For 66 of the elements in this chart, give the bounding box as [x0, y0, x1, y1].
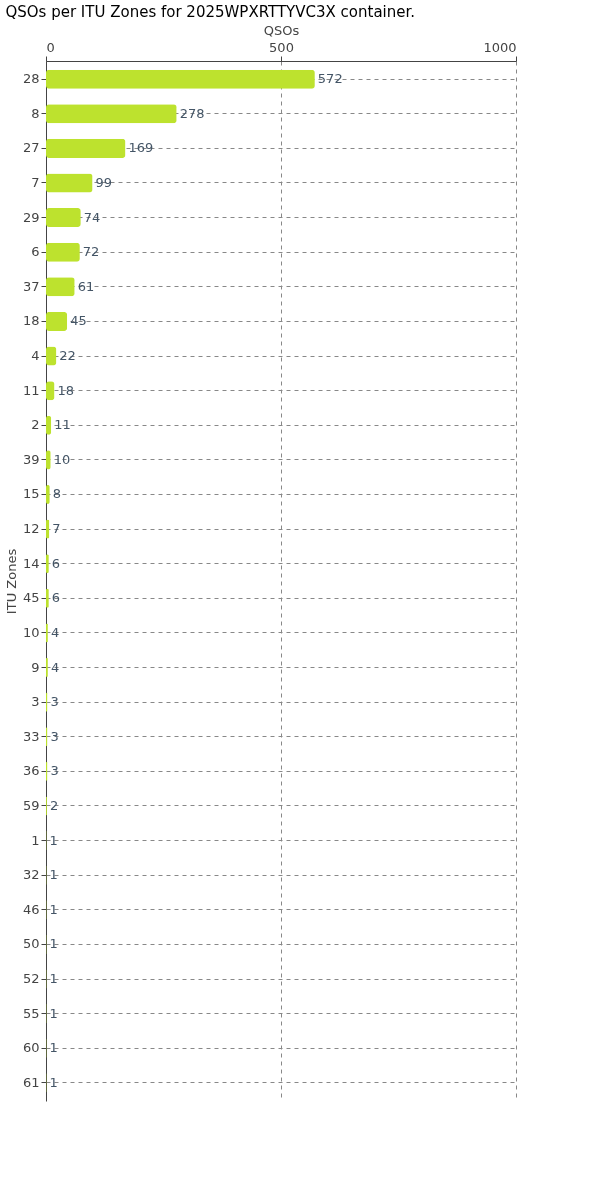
x-tick-label: 500 — [269, 39, 294, 55]
data-label: 3 — [50, 763, 59, 779]
y-tick-label: 27 — [22, 140, 40, 156]
data-label: 1 — [49, 1074, 58, 1090]
y-tick-label: 7 — [31, 175, 40, 190]
data-label: 278 — [179, 105, 205, 121]
y-tick-label: 4 — [31, 348, 40, 364]
data-label: 2 — [49, 797, 59, 813]
data-label: 169 — [128, 140, 154, 156]
y-tick-label: 3 — [31, 694, 40, 710]
y-tick-label: 46 — [22, 901, 40, 917]
y-tick-label: 39 — [22, 451, 40, 467]
data-label: 45 — [70, 313, 87, 329]
y-axis-title: ITU Zones — [3, 548, 19, 615]
data-label: 1 — [49, 1005, 58, 1021]
data-label: 3 — [50, 694, 59, 710]
y-tick-label: 15 — [22, 486, 40, 502]
y-tick-label: 32 — [22, 867, 40, 883]
y-tick-label: 59 — [22, 797, 40, 813]
y-tick-label: 50 — [22, 936, 40, 952]
data-label: 4 — [50, 659, 60, 675]
data-label: 4 — [50, 624, 60, 640]
data-label: 8 — [52, 486, 62, 502]
y-tick-label: 55 — [22, 1005, 40, 1021]
y-tick-label: 8 — [31, 105, 40, 121]
x-tick-label: 1000 — [483, 39, 517, 55]
data-label: 6 — [51, 590, 61, 606]
y-tick-label: 29 — [22, 209, 40, 225]
data-label: 61 — [77, 278, 95, 294]
data-label: 74 — [83, 209, 101, 225]
data-label: 1 — [49, 971, 58, 986]
y-tick-label: 9 — [31, 659, 40, 675]
x-axis-title: QSOs — [263, 22, 300, 38]
data-label: 99 — [95, 175, 113, 190]
y-tick-label: 11 — [22, 382, 40, 398]
data-label: 1 — [49, 1040, 58, 1056]
y-tick-label: 10 — [22, 624, 40, 640]
data-label: 18 — [57, 382, 75, 398]
y-tick-label: 61 — [22, 1074, 40, 1090]
y-tick-label: 36 — [22, 763, 40, 779]
y-tick-label: 33 — [22, 728, 40, 744]
data-label: 3 — [50, 728, 59, 744]
data-label: 6 — [51, 555, 61, 571]
y-tick-label: 6 — [31, 244, 40, 260]
y-tick-label: 12 — [22, 521, 40, 537]
data-label: 22 — [59, 348, 76, 364]
y-tick-label: 37 — [22, 278, 40, 294]
y-tick-label: 28 — [22, 71, 40, 87]
y-tick-label: 18 — [22, 313, 40, 329]
y-tick-label: 45 — [22, 590, 40, 606]
y-tick-label: 14 — [22, 555, 40, 571]
data-label: 1 — [49, 832, 58, 848]
data-label: 1 — [49, 901, 58, 917]
data-label: 7 — [52, 521, 61, 537]
data-label: 1 — [49, 867, 58, 883]
data-label: 72 — [82, 244, 100, 260]
data-label: 11 — [54, 417, 71, 433]
y-tick-label: 1 — [31, 832, 40, 848]
y-tick-label: 2 — [31, 417, 40, 433]
data-label: 1 — [49, 936, 58, 952]
data-label: 10 — [53, 451, 71, 467]
data-label: 572 — [317, 71, 343, 87]
y-tick-label: 60 — [22, 1040, 40, 1056]
y-tick-label: 52 — [22, 971, 40, 986]
x-tick-label: 0 — [46, 39, 55, 55]
chart-title: QSOs per ITU Zones for 2025WPXRTTYVC3X container. — [5, 3, 416, 21]
